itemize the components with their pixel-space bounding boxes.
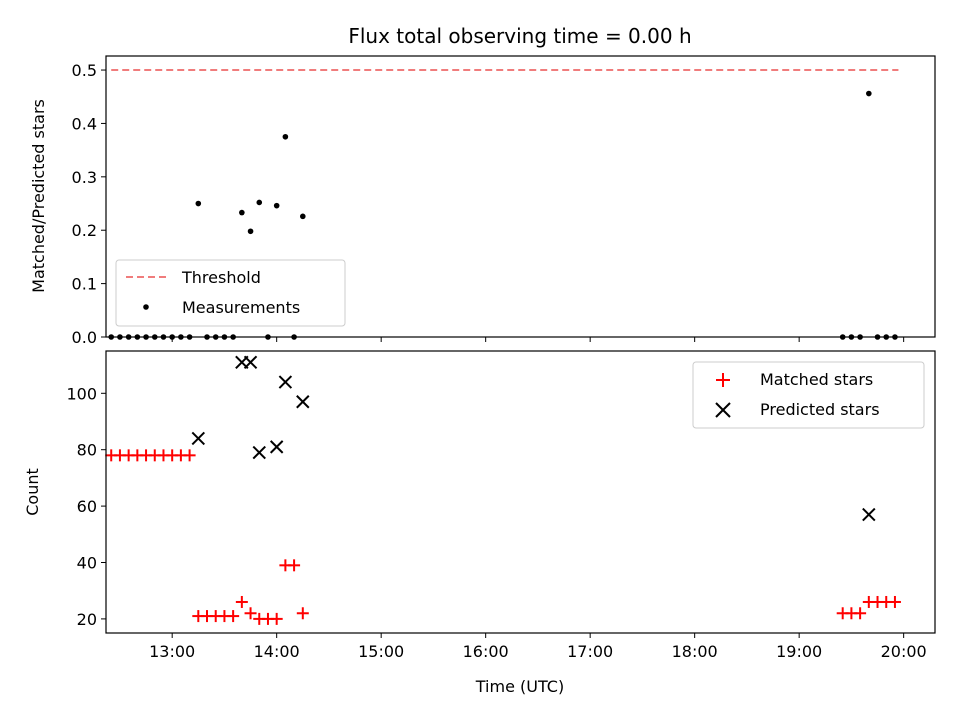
bottom-y-tick-label: 100 <box>66 384 97 403</box>
top-y-axis-label: Matched/Predicted stars <box>29 99 48 293</box>
bottom-axes-frame <box>105 350 936 634</box>
measurement-point <box>866 90 872 97</box>
predicted-star-marker <box>296 395 310 409</box>
bottom-y-axis-label: Count <box>23 468 42 516</box>
measurement-point <box>282 133 289 140</box>
top-legend: Threshold Measurements <box>115 259 346 327</box>
x-tick-label: 17:00 <box>567 642 613 661</box>
bottom-plot-area <box>105 355 901 625</box>
predicted-star-marker <box>862 507 876 522</box>
legend-predicted-swatch <box>715 402 731 418</box>
measurement-point <box>247 228 254 235</box>
bottom-y-tick-label: 20 <box>77 610 97 629</box>
x-tick-label: 20:00 <box>881 642 927 661</box>
matched-star-marker <box>235 595 248 608</box>
predicted-star-marker <box>278 375 293 389</box>
top-legend-box <box>115 259 346 327</box>
legend-matched-swatch <box>716 373 730 387</box>
top-y-tick-label: 0.3 <box>72 168 97 187</box>
measurement-point <box>256 199 263 206</box>
x-tick-label: 19:00 <box>776 642 822 661</box>
matched-star-marker <box>888 595 901 608</box>
bottom-y-tick-label: 60 <box>77 497 97 516</box>
legend-predicted-label: Predicted stars <box>760 400 880 419</box>
matched-star-marker <box>288 559 301 572</box>
matched-star-marker <box>270 612 283 625</box>
matched-star-marker <box>854 607 867 620</box>
x-axis-label: Time (UTC) <box>475 677 564 696</box>
measurement-point <box>300 213 306 220</box>
chart-title: Flux total observing time = 0.00 h <box>348 24 691 48</box>
x-tick-label: 14:00 <box>254 642 300 661</box>
predicted-star-marker <box>243 355 258 369</box>
top-y-tick-label: 0.2 <box>72 221 97 240</box>
matched-star-marker <box>296 607 309 620</box>
predicted-star-marker <box>191 431 206 446</box>
legend-measurements-label: Measurements <box>182 298 300 317</box>
x-tick-label: 18:00 <box>672 642 718 661</box>
bottom-y-tick-label: 80 <box>77 441 97 460</box>
x-tick-label: 16:00 <box>463 642 509 661</box>
top-y-tick-label: 0.0 <box>72 328 97 347</box>
top-axes-frame <box>105 55 936 338</box>
top-y-tick-label: 0.5 <box>72 61 97 80</box>
x-tick-label: 13:00 <box>149 642 195 661</box>
measurement-point <box>273 202 280 209</box>
x-tick-label: 15:00 <box>358 642 404 661</box>
predicted-star-marker <box>269 440 284 454</box>
top-plot-area <box>108 69 899 340</box>
bottom-legend-box <box>692 361 925 429</box>
matched-star-marker <box>183 449 196 462</box>
top-y-tick-label: 0.4 <box>72 114 97 133</box>
measurement-point <box>239 209 245 216</box>
top-y-tick-label: 0.1 <box>72 275 97 294</box>
matched-star-marker <box>227 610 240 623</box>
bottom-ticks: 20 40 60 80 100 13:00 14:00 15:00 16:00 17:00 18:0… <box>66 384 926 661</box>
top-panel: Flux total observing time = 0.00 h Match… <box>29 24 936 347</box>
bottom-panel: Count Time (UTC) 20 40 60 80 100 13:00 14:00 15… <box>23 350 936 696</box>
bottom-legend: Matched stars Predicted stars <box>692 361 925 429</box>
legend-matched-label: Matched stars <box>760 370 873 389</box>
top-ticks: 0.0 0.1 0.2 0.3 0.4 0.5 <box>72 61 905 347</box>
legend-measurements-swatch <box>143 304 149 310</box>
legend-threshold-label: Threshold <box>181 268 261 287</box>
predicted-star-marker <box>252 445 266 460</box>
bottom-y-tick-label: 40 <box>77 554 97 573</box>
measurement-point <box>195 200 202 207</box>
matched-star-marker <box>244 607 257 620</box>
